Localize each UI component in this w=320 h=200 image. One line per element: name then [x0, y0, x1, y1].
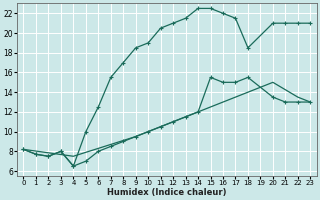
- X-axis label: Humidex (Indice chaleur): Humidex (Indice chaleur): [107, 188, 227, 197]
